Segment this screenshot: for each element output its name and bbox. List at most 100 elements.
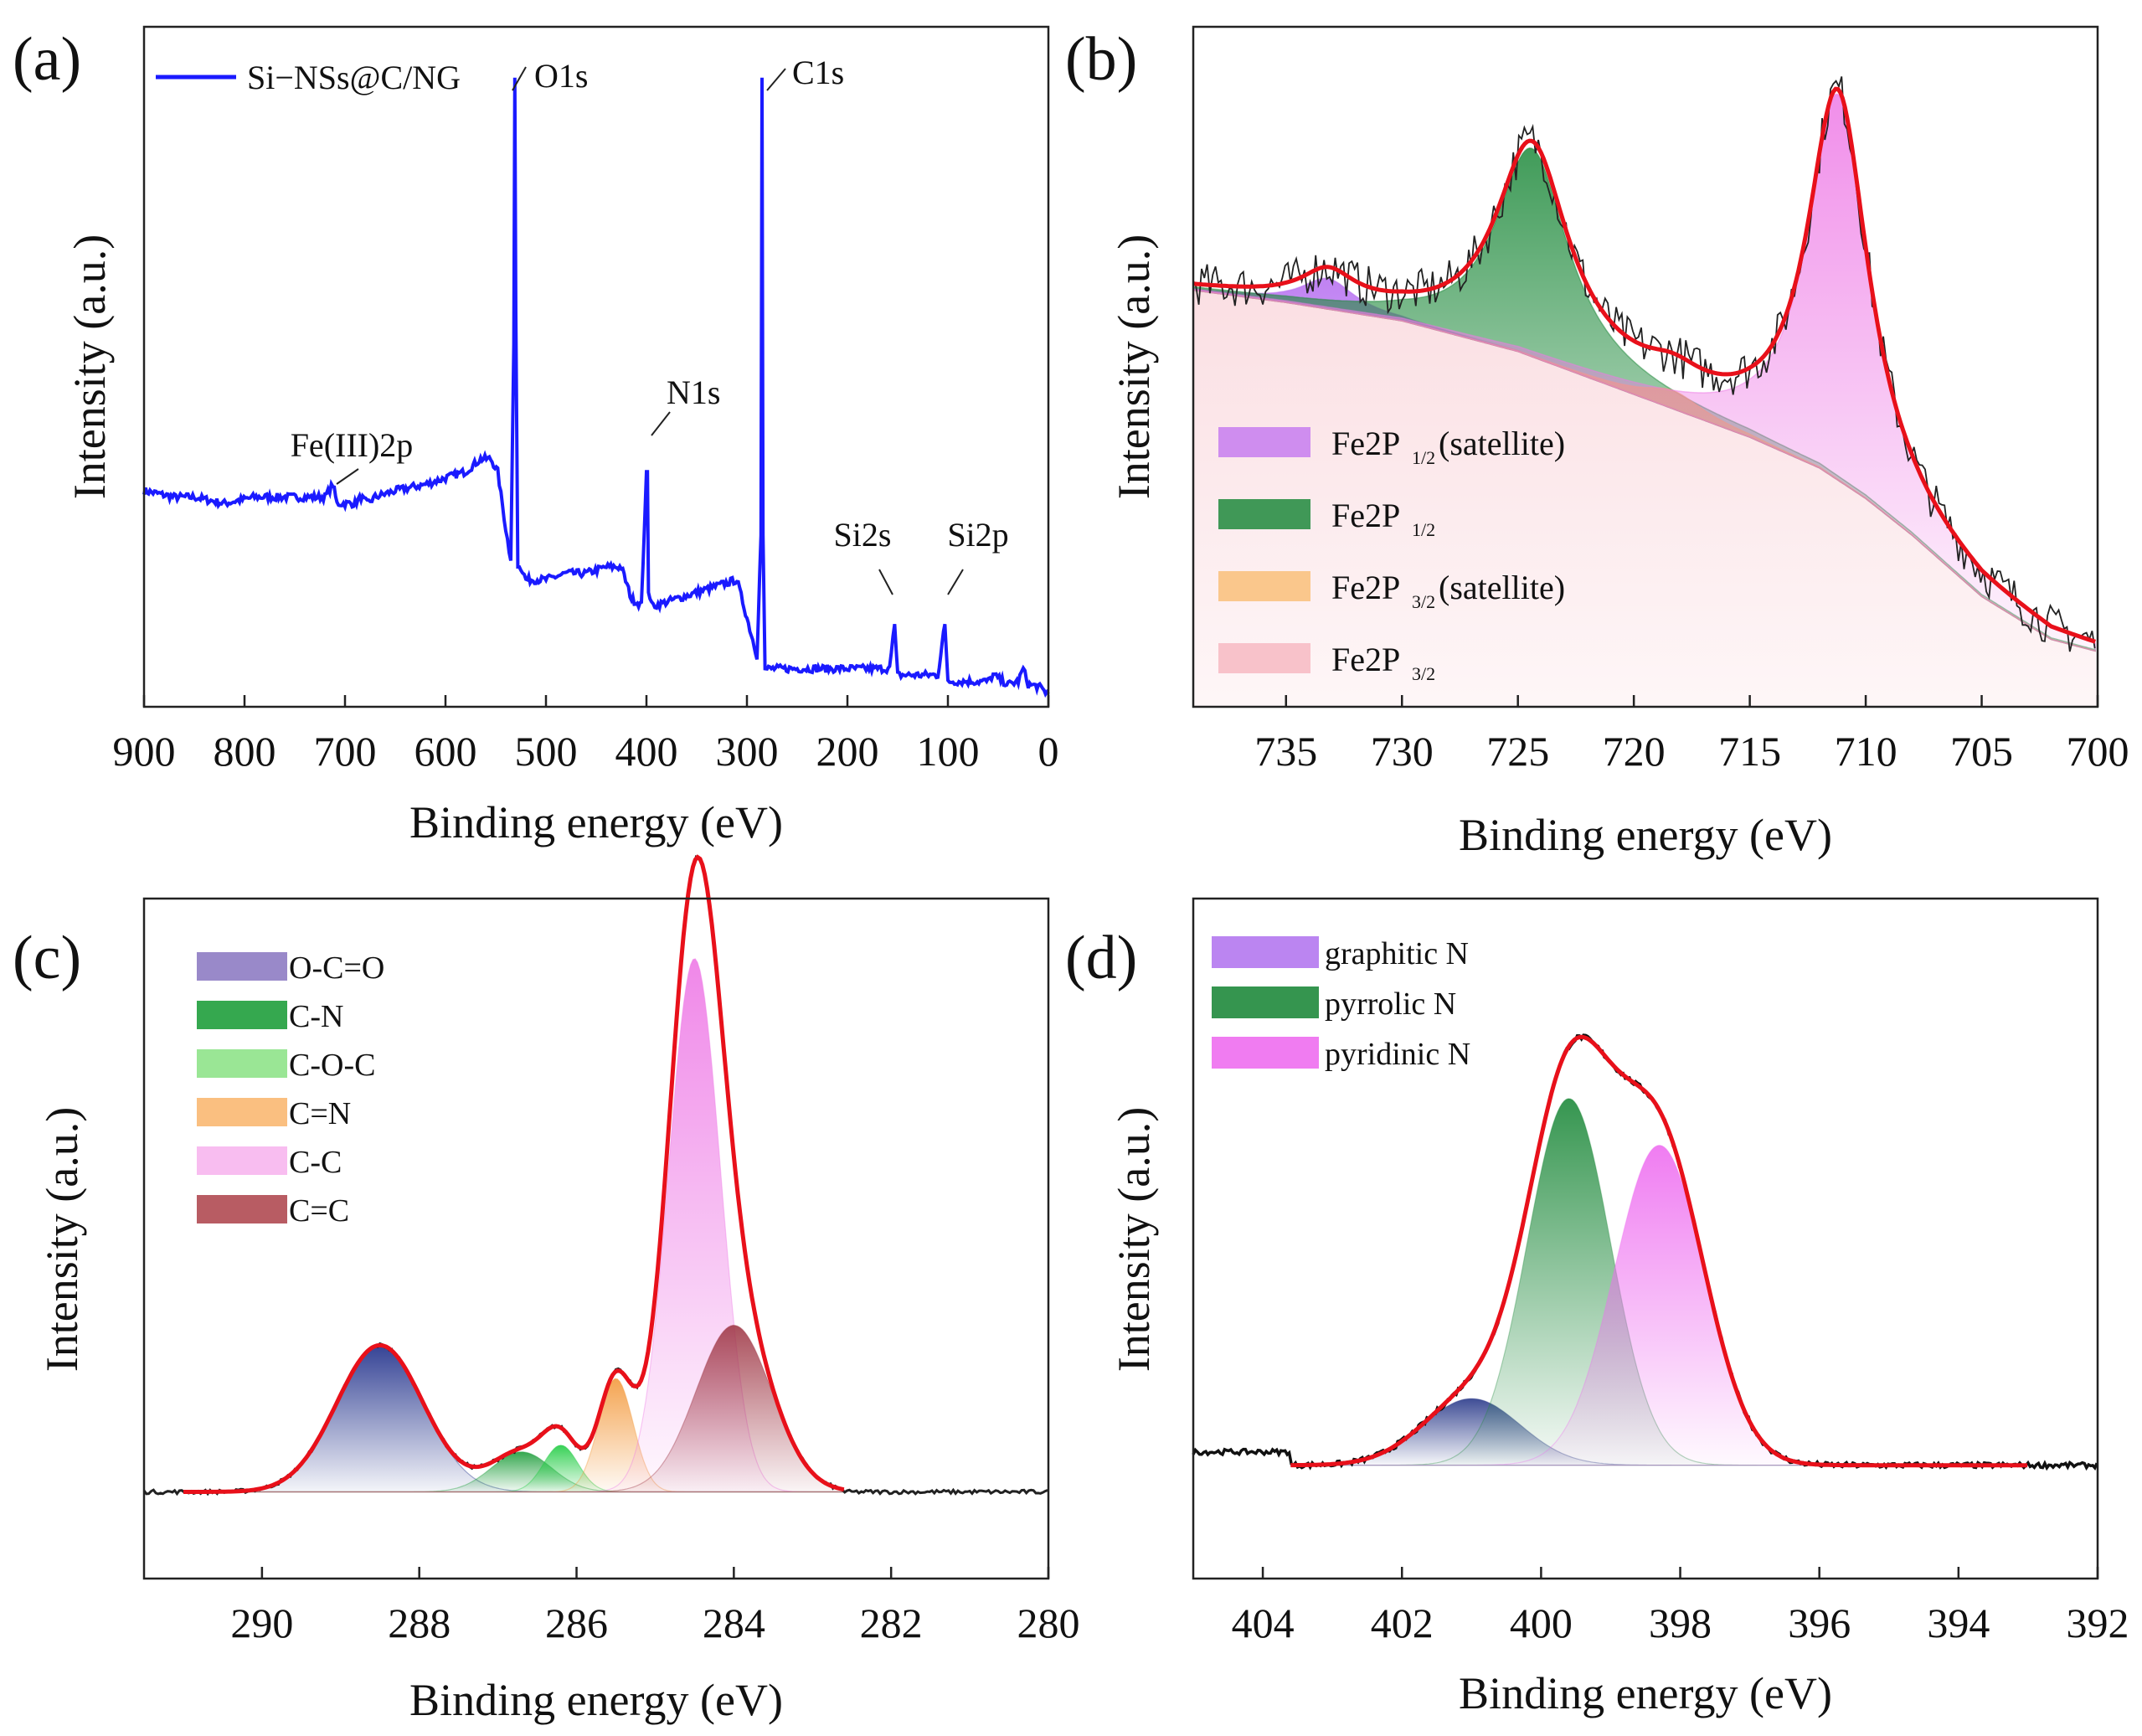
legend-swatch: [197, 1049, 287, 1078]
x-tick-label: 0: [1038, 728, 1059, 775]
x-tick-label: 398: [1649, 1599, 1712, 1646]
panel-c: (c) 290 288 286 284 282 280 Binding energy (e…: [13, 854, 1080, 1725]
panel-b-x-ticks: 735 730 725 720 715 710 705 700: [1254, 695, 2129, 775]
legend-swatch: [1212, 1037, 1319, 1069]
peak-annotation-label: N1s: [667, 373, 720, 411]
panel-b-frame: [1192, 25, 2099, 708]
x-tick-label: 800: [214, 728, 276, 775]
panel-d-x-ticks: 404 402 400 398 396 394 392: [1232, 1567, 2129, 1646]
panel-a-x-ticks: 900 800 700 600 500 400 300 200 100 0: [113, 695, 1059, 775]
legend-swatch: [197, 1195, 287, 1223]
legend-label: pyridinic N: [1325, 1037, 1470, 1072]
panel-b-x-axis-title: Binding energy (eV): [1459, 810, 1832, 860]
legend-label-subscript: 3/2: [1412, 663, 1435, 684]
panel-c-plot: [142, 854, 1048, 1496]
legend-swatch: [197, 1098, 287, 1126]
x-tick-label: 725: [1486, 728, 1549, 775]
legend-label: C=N: [289, 1096, 351, 1131]
raw-data-line: [1192, 76, 2096, 652]
legend-label: C-N: [289, 999, 343, 1034]
panel-d-legend: graphitic N pyrrolic N pyridinic N: [1212, 936, 1470, 1072]
legend-label: Fe2P: [1331, 641, 1400, 678]
background-area: [1193, 290, 2098, 707]
x-tick-label: 400: [1510, 1599, 1573, 1646]
panel-c-x-axis-title: Binding energy (eV): [409, 1675, 783, 1725]
x-tick-label: 715: [1718, 728, 1781, 775]
panel-label-c: (c): [13, 924, 81, 992]
x-tick-label: 280: [1017, 1599, 1080, 1646]
x-tick-label: 600: [414, 728, 477, 775]
panel-label-d: (d): [1065, 924, 1137, 992]
fit-envelope-line: [1192, 86, 2096, 644]
panel-d-y-axis-title: Intensity (a.u.): [1109, 1107, 1159, 1372]
x-tick-label: 900: [113, 728, 176, 775]
panel-d-x-axis-title: Binding energy (eV): [1459, 1668, 1832, 1718]
legend-swatch: [197, 1001, 287, 1029]
peak-annotation-leader: [947, 569, 964, 595]
peak-annotation-label: Si2p: [947, 516, 1008, 554]
x-tick-label: 396: [1788, 1599, 1851, 1646]
legend-swatch: [1218, 571, 1310, 601]
legend-swatch: [1218, 427, 1310, 457]
legend-swatch: [197, 1146, 287, 1175]
x-tick-label: 290: [230, 1599, 293, 1646]
fit-component-area: [1290, 1144, 2028, 1466]
fit-envelope-line: [1290, 1034, 2028, 1468]
peak-annotation-leader: [766, 68, 786, 91]
legend-label: Fe2P: [1331, 569, 1400, 606]
panel-c-frame: [142, 897, 1050, 1580]
legend-swatch: [197, 952, 287, 981]
x-tick-label: 720: [1603, 728, 1666, 775]
panel-a-frame: [142, 25, 1050, 708]
x-tick-label: 735: [1254, 728, 1317, 775]
x-tick-label: 288: [388, 1599, 451, 1646]
x-tick-label: 705: [1950, 728, 2013, 775]
legend-label: C-C: [289, 1145, 342, 1180]
peak-annotation-leader: [336, 468, 359, 485]
x-tick-label: 710: [1835, 728, 1897, 775]
panel-c-y-axis-title: Intensity (a.u.): [37, 1107, 87, 1372]
legend-label: graphitic N: [1325, 936, 1469, 971]
legend-label: O-C=O: [289, 950, 384, 986]
x-tick-label: 200: [816, 728, 879, 775]
legend-label: Fe2P: [1331, 425, 1400, 462]
legend-swatch: [1218, 499, 1310, 529]
x-tick-label: 404: [1232, 1599, 1295, 1646]
x-tick-label: 300: [716, 728, 779, 775]
panel-d: (d) 404 402 400 398 396 394 392 Binding energy…: [1065, 897, 2129, 1718]
x-tick-label: 100: [917, 728, 980, 775]
fit-envelope-line: [183, 854, 845, 1494]
legend-label-subscript: 3/2: [1412, 591, 1435, 612]
panel-c-x-ticks: 290 288 286 284 282 280: [230, 1567, 1080, 1646]
peak-annotation-label: Fe(III)2p: [291, 426, 414, 464]
panel-a-y-axis-title: Intensity (a.u.): [64, 234, 115, 499]
panel-a: (a) 900 800 700 600 500 400 300 200 100 0 Binding…: [13, 25, 1059, 847]
x-tick-label: 402: [1371, 1599, 1434, 1646]
legend-label: Fe2P: [1331, 497, 1400, 534]
peak-annotation-label: O1s: [534, 57, 588, 95]
peak-annotation-leader: [878, 569, 893, 595]
legend-label: C=C: [289, 1193, 349, 1229]
fit-component-area: [183, 1324, 845, 1493]
peak-annotation-leader: [512, 66, 527, 91]
x-tick-label: 392: [2067, 1599, 2129, 1646]
x-tick-label: 284: [703, 1599, 765, 1646]
legend-label: pyrrolic N: [1325, 986, 1456, 1022]
legend-swatch: [1218, 643, 1310, 673]
legend-swatch: [1212, 986, 1319, 1018]
legend-label-subscript: 1/2: [1412, 447, 1435, 468]
legend-label-suffix: (satellite): [1439, 569, 1565, 606]
x-tick-label: 700: [314, 728, 377, 775]
x-tick-label: 286: [545, 1599, 608, 1646]
legend-label-suffix: (satellite): [1439, 425, 1565, 462]
panel-a-legend-label: Si−NSs@C/NG: [247, 59, 461, 96]
x-tick-label: 400: [615, 728, 678, 775]
fit-component-area: [1192, 93, 2096, 652]
panel-b-plot: [1192, 76, 2098, 707]
x-tick-label: 500: [515, 728, 578, 775]
x-tick-label: 394: [1927, 1599, 1990, 1646]
x-tick-label: 700: [2067, 728, 2129, 775]
series-line-si-nss: [142, 77, 1050, 698]
